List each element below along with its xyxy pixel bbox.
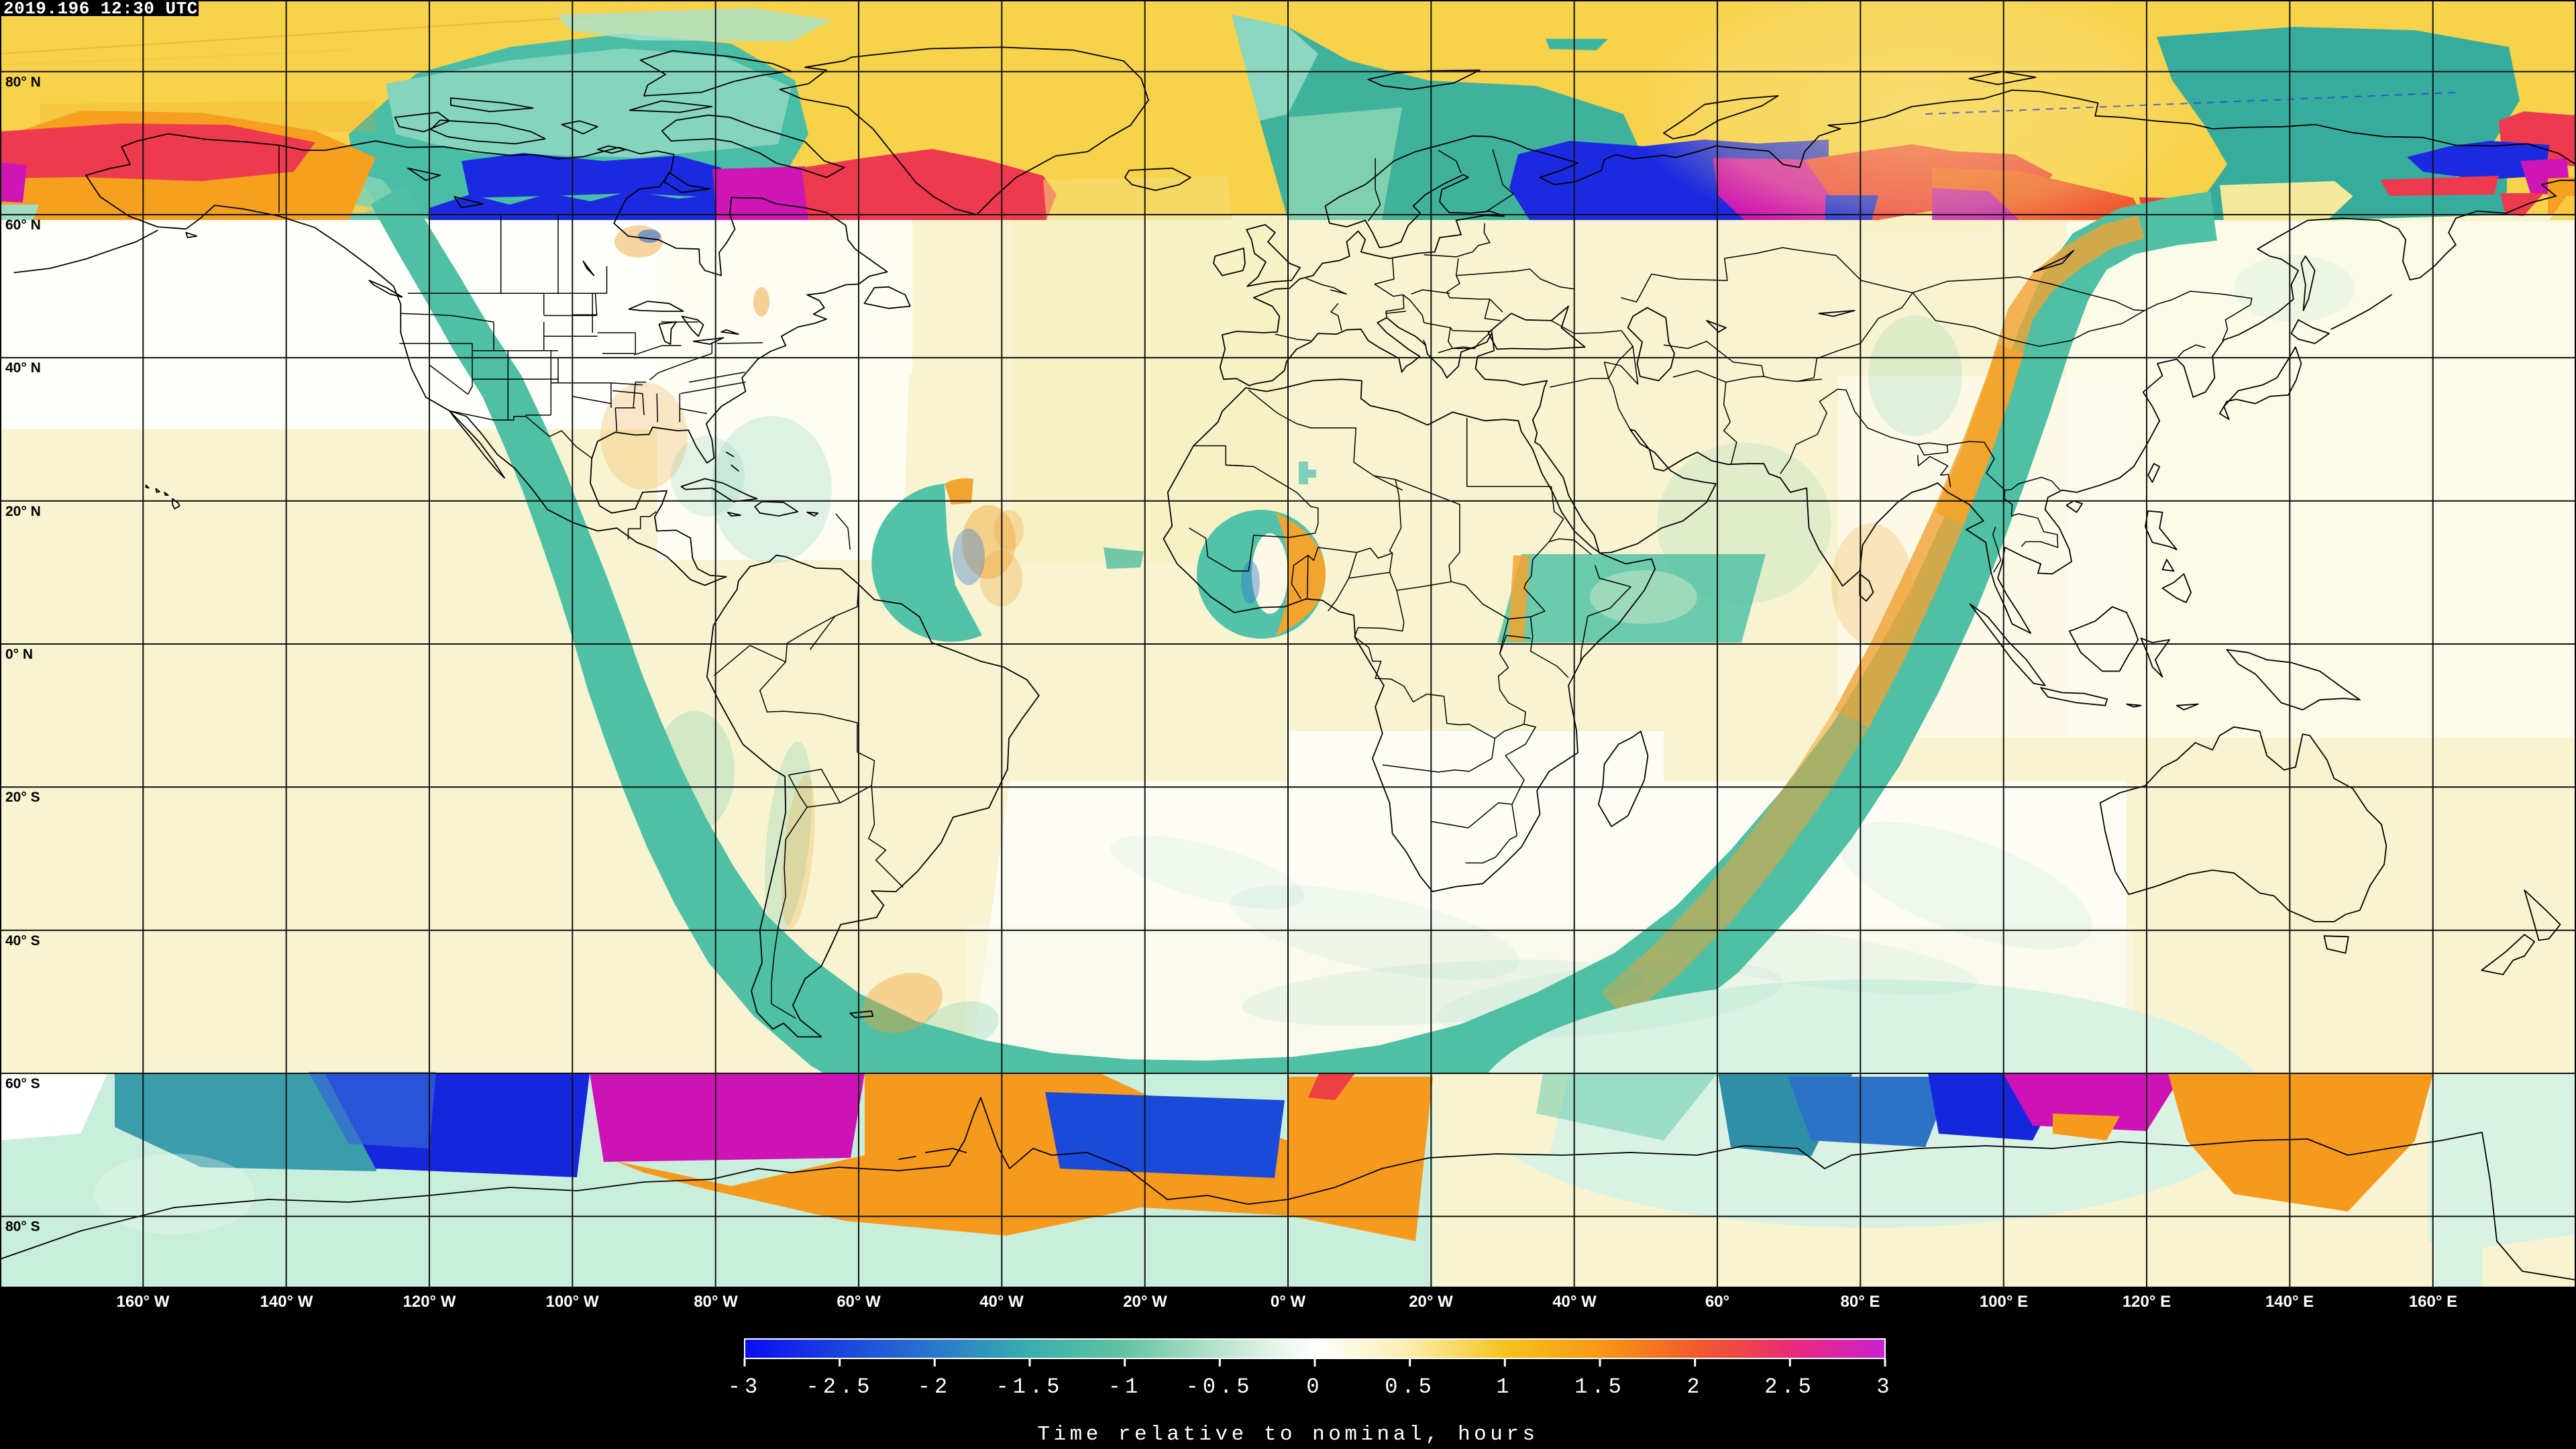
svg-text:80° E: 80° E [1841,1293,1880,1311]
svg-text:1.5: 1.5 [1574,1375,1625,1399]
svg-text:Time relative to nominal, hour: Time relative to nominal, hours [1037,1423,1538,1446]
svg-text:0° W: 0° W [1271,1293,1306,1311]
svg-text:20° N: 20° N [5,504,41,519]
svg-text:-1: -1 [1108,1375,1142,1399]
svg-text:60° W: 60° W [837,1293,881,1311]
svg-text:120° E: 120° E [2123,1293,2171,1311]
svg-text:2.5: 2.5 [1764,1375,1815,1399]
svg-text:140° E: 140° E [2265,1293,2314,1311]
svg-text:100° E: 100° E [1980,1293,2028,1311]
svg-text:2019.196 12:30 UTC: 2019.196 12:30 UTC [3,0,198,19]
svg-text:1: 1 [1496,1375,1513,1399]
svg-text:-0.5: -0.5 [1186,1375,1254,1399]
svg-text:2: 2 [1686,1375,1703,1399]
svg-text:20° W: 20° W [1409,1293,1453,1311]
svg-text:60° N: 60° N [5,217,41,233]
svg-text:60° S: 60° S [5,1076,40,1091]
svg-text:60°: 60° [1705,1293,1729,1311]
svg-text:80° S: 80° S [5,1219,40,1234]
svg-text:40° N: 40° N [5,360,41,376]
svg-text:160° W: 160° W [117,1293,170,1311]
svg-text:80° N: 80° N [5,74,41,90]
svg-text:-1.5: -1.5 [996,1375,1064,1399]
svg-text:20° W: 20° W [1123,1293,1167,1311]
svg-text:-3: -3 [728,1375,761,1399]
svg-text:-2: -2 [918,1375,951,1399]
svg-text:80° W: 80° W [694,1293,738,1311]
svg-text:40° S: 40° S [5,933,40,949]
svg-text:-2.5: -2.5 [806,1375,874,1399]
svg-text:100° W: 100° W [546,1293,599,1311]
svg-text:0: 0 [1306,1375,1323,1399]
svg-text:40° W: 40° W [1552,1293,1597,1311]
svg-text:3: 3 [1876,1375,1893,1399]
svg-text:0° N: 0° N [5,647,33,662]
svg-text:120° W: 120° W [403,1293,456,1311]
svg-text:140° W: 140° W [260,1293,313,1311]
svg-text:20° S: 20° S [5,790,40,805]
svg-text:40° W: 40° W [979,1293,1024,1311]
svg-text:0.5: 0.5 [1385,1375,1436,1399]
svg-text:160° E: 160° E [2409,1293,2457,1311]
